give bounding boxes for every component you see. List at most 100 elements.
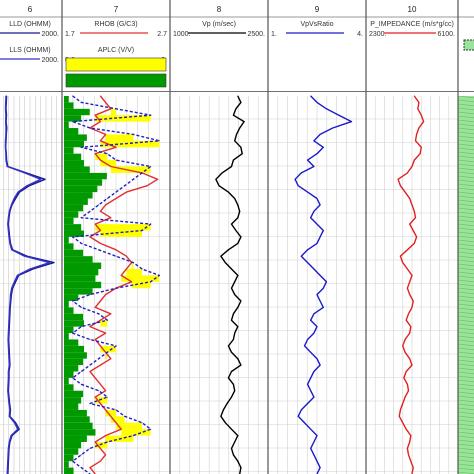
curve-point [231, 287, 232, 289]
lithology-pattern-line [457, 375, 474, 379]
curve-point [115, 422, 117, 424]
curve-point [125, 191, 127, 193]
yellow-fill-segment [121, 275, 160, 282]
curve-point [98, 249, 100, 251]
green-fill-segment [64, 108, 90, 116]
green-fill-segment [64, 345, 85, 353]
curve-point [18, 428, 20, 430]
curve-point [235, 230, 237, 231]
green-fill-segment [64, 307, 74, 314]
curve-point [94, 339, 96, 340]
lithology-pattern-line [457, 419, 474, 423]
lithology-pattern-line [457, 175, 474, 179]
curve-point [420, 146, 422, 148]
lithology-pattern-line [457, 283, 474, 287]
lithology-pattern-line [457, 179, 474, 183]
lithology-pattern-line [457, 131, 474, 135]
curve-point [94, 441, 96, 443]
lithology-pattern-line [457, 415, 474, 419]
curve-point [10, 435, 12, 437]
lithology-pattern-line [457, 307, 474, 311]
curve-point [409, 198, 411, 199]
track-number-label: 10 [408, 5, 417, 14]
green-fill-segment [64, 211, 79, 218]
curve-point [5, 101, 7, 103]
curve-name-label: LLD (OHMM) [9, 21, 51, 28]
curve-point [99, 95, 101, 97]
curve-point [141, 268, 143, 270]
green-fill-segment [64, 384, 74, 391]
lithology-pattern-line [457, 319, 474, 323]
curve-point [99, 447, 101, 449]
curve-point [44, 178, 46, 180]
curve-point [237, 306, 239, 308]
curve-point [405, 428, 407, 430]
curve-point [227, 377, 229, 379]
curve-point [240, 236, 242, 238]
curve-point [8, 358, 10, 360]
curve-point [80, 242, 82, 244]
curve-point [399, 255, 401, 257]
curve-point [15, 281, 17, 283]
curve-point [220, 415, 222, 417]
curve-point [150, 281, 152, 283]
curve-point [406, 447, 408, 449]
lithology-pattern-line [457, 335, 474, 339]
lithology-pattern-line [457, 147, 474, 151]
curve-point [150, 428, 152, 430]
curve-point [72, 121, 74, 123]
curve-point [132, 262, 134, 264]
curve-point [125, 255, 127, 257]
curve-point [402, 403, 404, 404]
curve-point [232, 383, 234, 385]
lithology-pattern-line [457, 439, 474, 443]
curve-point [319, 467, 321, 469]
curve-point [24, 172, 26, 174]
curve-point [10, 294, 11, 296]
curve-name-label: APLC (V/V) [98, 47, 134, 54]
curve-point [99, 159, 101, 161]
lithology-pattern-line [457, 267, 474, 271]
curve-point [409, 223, 411, 225]
curve-max-label: 2500. [247, 31, 265, 38]
green-fill-segment [64, 128, 79, 135]
yellow-fill-segment [100, 140, 160, 148]
green-fill-segment [64, 185, 98, 193]
curve-point [307, 191, 309, 193]
green-fill-segment [64, 365, 79, 372]
curve-point [132, 133, 134, 135]
curve-point [8, 319, 10, 321]
lithology-pattern-line [457, 115, 474, 119]
curve-point [8, 313, 10, 315]
curve-point [316, 153, 318, 155]
curve-point [105, 454, 107, 456]
curve-point [99, 300, 101, 302]
curve-point [307, 339, 309, 340]
curve-point [110, 358, 112, 360]
green-fill-segment [64, 301, 69, 308]
series-7-2 [89, 95, 159, 474]
curve-point [227, 191, 229, 193]
lithology-pattern-line [457, 191, 474, 195]
green-fill-segment [64, 403, 79, 410]
curve-point [80, 326, 82, 328]
curve-point [417, 108, 419, 110]
curve-point [416, 236, 418, 238]
curve-point [412, 300, 414, 302]
curve-point [89, 447, 91, 449]
green-fill-segment [64, 268, 99, 276]
curve-point [5, 95, 7, 97]
lithology-pattern-line [457, 203, 474, 207]
curve-point [8, 364, 10, 366]
green-fill-legend-swatch [65, 73, 167, 88]
curve-point [7, 339, 9, 340]
curve-point [310, 95, 312, 97]
curve-min-label: 2300. [369, 31, 387, 38]
curve-point [316, 101, 318, 103]
lithology-pattern-line [457, 227, 474, 231]
curve-point [72, 236, 74, 238]
curve-point [99, 319, 101, 321]
curve-point [243, 121, 245, 123]
curve-point [80, 217, 82, 219]
curve-point [415, 217, 416, 219]
